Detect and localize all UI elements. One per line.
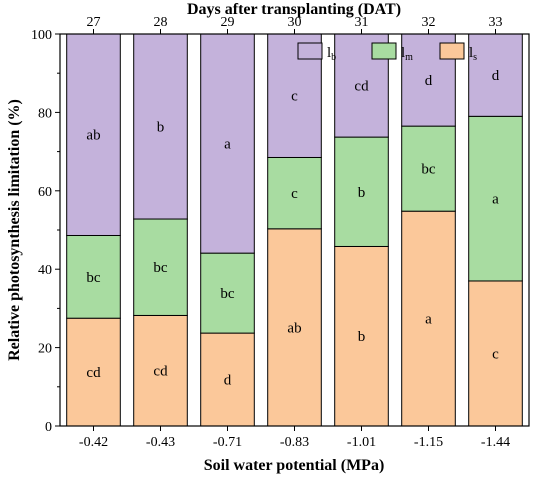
segment-label-lb-2: a — [224, 137, 231, 153]
legend-label-ls: ls — [469, 45, 477, 63]
top-axis-title: Days after transplanting (DAT) — [187, 1, 401, 18]
x-tick-label-3: -0.83 — [280, 435, 309, 450]
bar-segment-ls-5 — [401, 210, 456, 427]
segment-label-lb-5: d — [425, 73, 433, 89]
bar-segment-ls-6 — [468, 280, 523, 427]
bar-segment-ls-1 — [133, 314, 188, 427]
segment-label-ls-6: c — [492, 346, 499, 362]
segment-label-ls-5: a — [425, 312, 432, 328]
segment-label-lm-3: c — [291, 186, 298, 202]
legend-label-sub-lb: b — [331, 52, 336, 63]
y-tick-label-2: 40 — [38, 263, 52, 278]
segment-label-ls-4: b — [358, 329, 366, 345]
top-tick-label-6: 33 — [489, 15, 503, 30]
x-tick-label-2: -0.71 — [213, 435, 242, 450]
segment-label-ls-2: d — [224, 373, 232, 389]
legend-label-lb: lb — [327, 45, 336, 63]
top-tick-label-3: 30 — [288, 15, 302, 30]
legend-label-lm: lm — [401, 45, 413, 63]
bar-segment-lm-2 — [200, 252, 255, 334]
segment-label-lm-5: bc — [421, 162, 436, 178]
segment-label-ls-3: ab — [287, 320, 301, 336]
legend-label-main-lm: l — [401, 45, 405, 61]
bar-segment-ls-3 — [267, 228, 322, 427]
legend-swatch-ls — [439, 42, 465, 60]
segment-label-lb-4: cd — [354, 79, 369, 95]
axes-layer: -0.42 27 -0.43 28 -0.71 29 -0.83 30 -1.01 31 -1.15… — [31, 15, 510, 450]
x-tick-label-5: -1.15 — [414, 435, 443, 450]
y-tick-label-0: 0 — [45, 420, 52, 435]
legend-label-sub-lm: m — [405, 52, 413, 63]
segment-label-lm-4: b — [358, 185, 366, 201]
y-tick-label-1: 20 — [38, 342, 52, 357]
top-tick-label-0: 27 — [87, 15, 101, 30]
bar-segment-lm-5 — [401, 125, 456, 212]
segment-label-ls-1: cd — [153, 364, 168, 380]
segment-label-ls-0: cd — [86, 365, 101, 381]
segment-label-lb-0: ab — [86, 128, 100, 144]
y-axis-title: Relative photosynthesis limitation (%) — [6, 99, 23, 361]
segment-label-lm-6: a — [492, 192, 499, 208]
x-tick-label-0: -0.42 — [79, 435, 108, 450]
bar-segment-ls-4 — [334, 245, 389, 427]
bar-segment-lb-6 — [468, 33, 523, 117]
top-tick-label-5: 32 — [422, 15, 436, 30]
y-tick-label-5: 100 — [31, 28, 52, 43]
segment-label-lm-1: bc — [153, 260, 168, 276]
legend-label-main-lb: l — [327, 45, 331, 61]
bar-segment-lb-5 — [401, 33, 456, 127]
bar-segment-lb-2 — [200, 33, 255, 254]
legend-label-sub-ls: s — [473, 52, 477, 63]
segment-label-lb-6: d — [492, 68, 500, 84]
segment-label-lb-3: c — [291, 89, 298, 105]
bar-segment-lm-3 — [267, 156, 322, 230]
legend-label-main-ls: l — [469, 45, 473, 61]
x-tick-label-6: -1.44 — [481, 435, 510, 450]
bar-segment-lb-1 — [133, 33, 188, 220]
y-tick-label-3: 60 — [38, 185, 52, 200]
top-tick-label-4: 31 — [355, 15, 369, 30]
y-tick-label-4: 80 — [38, 106, 52, 121]
bar-segment-ls-0 — [66, 317, 121, 427]
bar-segment-lm-6 — [468, 115, 523, 282]
segment-label-lb-1: b — [157, 120, 165, 136]
segment-label-lm-0: bc — [86, 270, 101, 286]
x-tick-label-1: -0.43 — [146, 435, 175, 450]
x-axis-title: Soil water potential (MPa) — [204, 457, 385, 474]
legend-swatch-lm — [371, 42, 397, 60]
legend: lb lm ls — [297, 42, 477, 63]
bar-segment-lm-0 — [66, 234, 121, 319]
top-tick-label-2: 29 — [221, 15, 235, 30]
segment-label-lm-2: bc — [220, 286, 235, 302]
x-tick-label-4: -1.01 — [347, 435, 376, 450]
legend-swatch-lb — [297, 42, 323, 60]
bar-segment-lm-1 — [133, 218, 188, 316]
top-tick-label-1: 28 — [154, 15, 168, 30]
